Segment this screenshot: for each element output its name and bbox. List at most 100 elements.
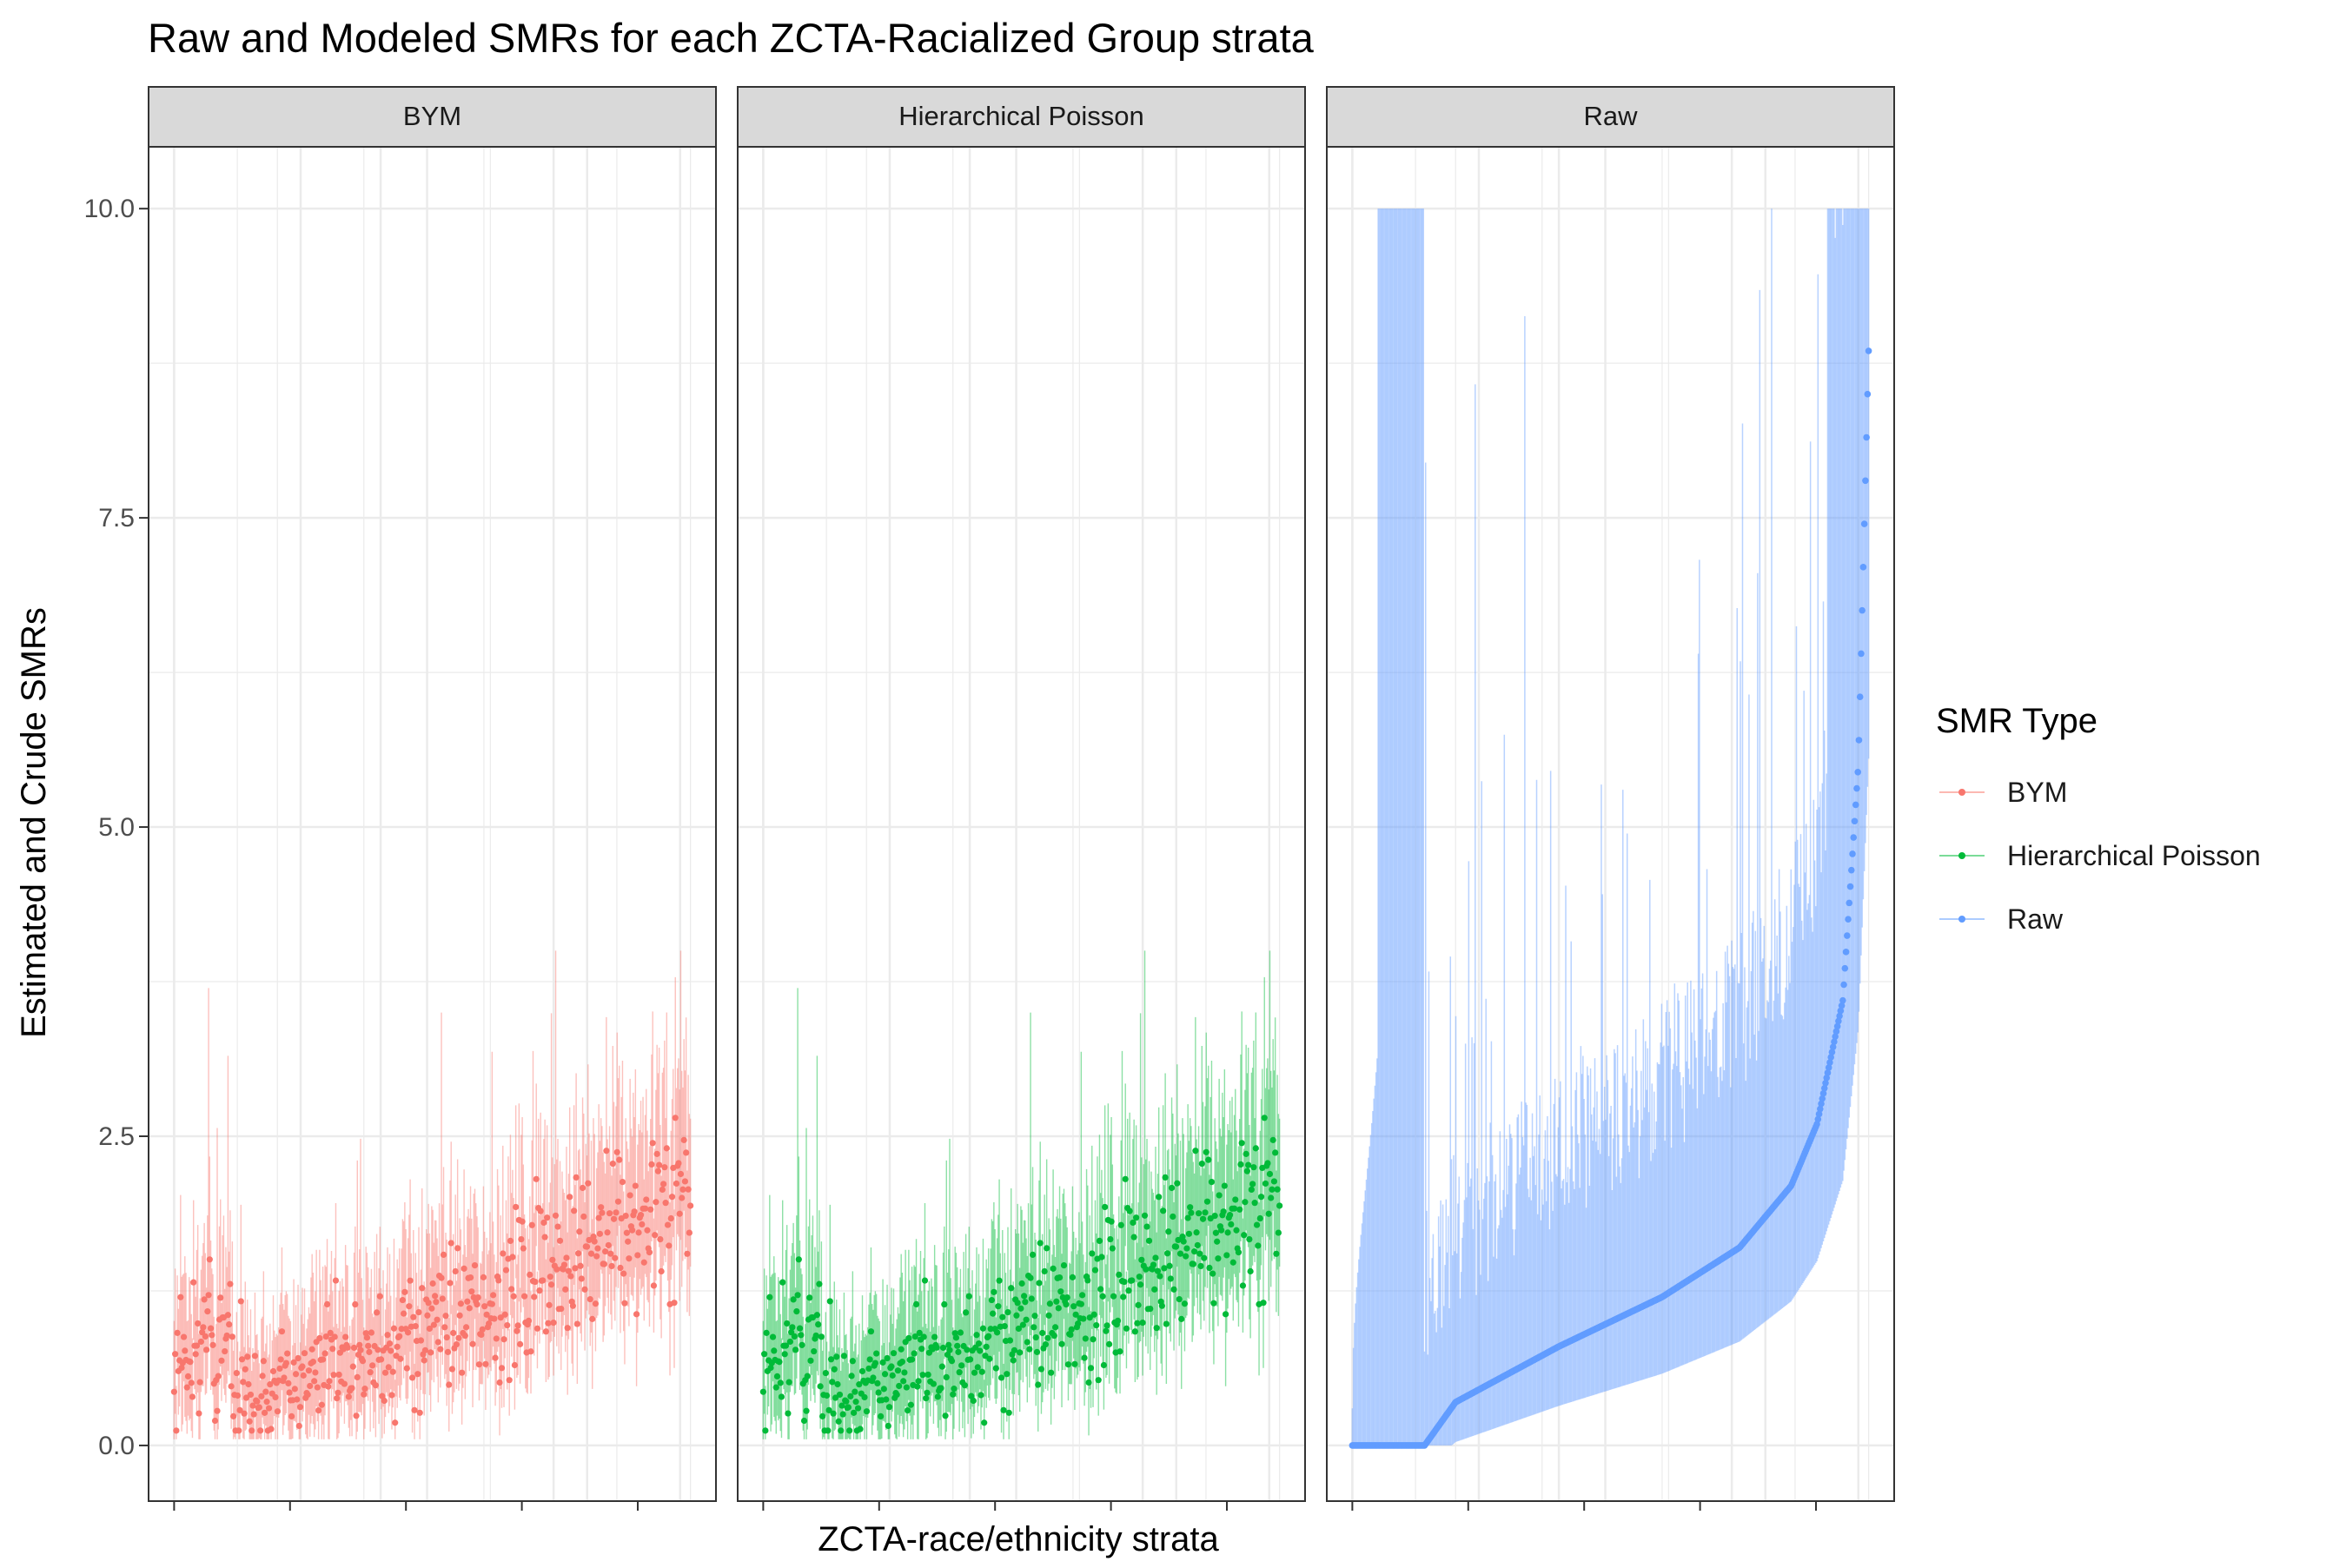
data-point bbox=[540, 1277, 547, 1284]
data-point bbox=[1863, 433, 1870, 441]
data-point bbox=[762, 1427, 769, 1434]
data-point bbox=[1203, 1198, 1211, 1205]
data-point bbox=[492, 1354, 499, 1361]
data-point bbox=[663, 1145, 670, 1152]
data-point bbox=[404, 1329, 412, 1336]
data-point bbox=[1243, 1168, 1250, 1174]
data-point bbox=[448, 1366, 456, 1373]
data-point bbox=[258, 1393, 265, 1399]
data-point bbox=[204, 1308, 211, 1315]
data-point bbox=[1185, 1230, 1193, 1237]
data-point bbox=[321, 1350, 328, 1357]
data-point bbox=[836, 1391, 844, 1399]
data-point bbox=[520, 1293, 528, 1300]
data-point bbox=[399, 1296, 406, 1304]
data-point bbox=[1212, 1229, 1220, 1236]
data-point bbox=[786, 1338, 793, 1346]
data-point bbox=[518, 1235, 525, 1243]
data-point bbox=[1215, 1255, 1222, 1262]
data-point bbox=[816, 1280, 823, 1287]
data-point bbox=[549, 1256, 556, 1263]
data-point bbox=[857, 1426, 864, 1432]
data-point bbox=[227, 1280, 234, 1287]
data-point bbox=[812, 1332, 819, 1340]
data-point bbox=[1232, 1196, 1239, 1203]
data-point bbox=[957, 1329, 964, 1336]
data-point bbox=[1163, 1320, 1170, 1327]
data-point bbox=[579, 1184, 586, 1192]
data-point bbox=[215, 1373, 222, 1379]
data-point bbox=[896, 1382, 903, 1390]
data-point bbox=[322, 1333, 329, 1340]
data-point bbox=[825, 1427, 832, 1434]
data-point bbox=[1133, 1214, 1140, 1221]
data-point bbox=[450, 1329, 457, 1337]
data-point bbox=[1253, 1221, 1261, 1228]
data-point bbox=[606, 1210, 613, 1217]
data-point bbox=[1238, 1140, 1245, 1147]
data-point bbox=[591, 1238, 598, 1245]
data-point bbox=[1095, 1377, 1102, 1384]
legend-label: Raw bbox=[2007, 903, 2064, 935]
data-point bbox=[664, 1221, 672, 1228]
data-point bbox=[349, 1363, 356, 1370]
data-point bbox=[500, 1336, 507, 1343]
data-point bbox=[1823, 1075, 1831, 1082]
data-point bbox=[992, 1365, 999, 1372]
data-point bbox=[945, 1341, 952, 1348]
data-point bbox=[993, 1329, 1001, 1336]
data-point bbox=[795, 1256, 802, 1263]
data-point bbox=[319, 1356, 327, 1363]
data-point bbox=[772, 1384, 779, 1391]
data-point bbox=[679, 1186, 686, 1193]
data-point bbox=[643, 1196, 650, 1203]
data-point bbox=[506, 1377, 513, 1384]
data-point bbox=[311, 1378, 318, 1385]
data-point bbox=[475, 1361, 483, 1368]
data-point bbox=[626, 1192, 633, 1199]
data-point bbox=[1126, 1207, 1133, 1214]
data-point bbox=[633, 1311, 640, 1318]
data-point bbox=[987, 1326, 994, 1333]
data-point bbox=[572, 1265, 579, 1272]
data-point bbox=[639, 1221, 646, 1228]
facet-strip-label: BYM bbox=[403, 101, 461, 131]
data-point bbox=[621, 1300, 628, 1307]
data-point bbox=[261, 1409, 268, 1416]
data-point bbox=[586, 1236, 593, 1244]
data-point bbox=[388, 1347, 394, 1354]
data-point bbox=[1051, 1324, 1059, 1331]
data-point bbox=[657, 1236, 664, 1243]
y-axis-ticks: 0.0 2.5 5.0 7.5 10.0 bbox=[84, 195, 149, 1460]
data-point bbox=[861, 1393, 868, 1401]
data-point bbox=[903, 1384, 910, 1391]
data-point bbox=[1274, 1186, 1281, 1193]
data-point bbox=[766, 1293, 773, 1300]
data-point bbox=[354, 1373, 361, 1380]
data-point bbox=[1170, 1213, 1176, 1221]
data-point bbox=[511, 1361, 519, 1369]
data-point bbox=[815, 1320, 822, 1328]
data-point bbox=[1852, 801, 1859, 809]
y-tick-label: 7.5 bbox=[98, 504, 135, 533]
data-point bbox=[372, 1382, 379, 1389]
data-point bbox=[432, 1293, 439, 1300]
data-point bbox=[1068, 1326, 1075, 1333]
data-point bbox=[979, 1325, 987, 1332]
facet-strip bbox=[737, 86, 1306, 148]
data-point bbox=[359, 1358, 367, 1365]
data-point bbox=[491, 1315, 498, 1322]
data-point bbox=[961, 1382, 968, 1389]
data-point bbox=[1172, 1243, 1180, 1250]
data-point bbox=[1241, 1232, 1248, 1239]
data-point bbox=[1850, 834, 1858, 841]
x-axis-title: ZCTA-race/ethnicity strata bbox=[818, 1520, 1219, 1558]
data-point bbox=[1141, 1212, 1149, 1219]
data-point bbox=[468, 1288, 475, 1295]
data-point bbox=[262, 1388, 269, 1395]
data-point bbox=[610, 1215, 618, 1222]
data-point bbox=[454, 1245, 461, 1252]
data-point bbox=[675, 1160, 682, 1167]
data-point bbox=[1103, 1327, 1110, 1334]
data-point bbox=[680, 1136, 687, 1143]
